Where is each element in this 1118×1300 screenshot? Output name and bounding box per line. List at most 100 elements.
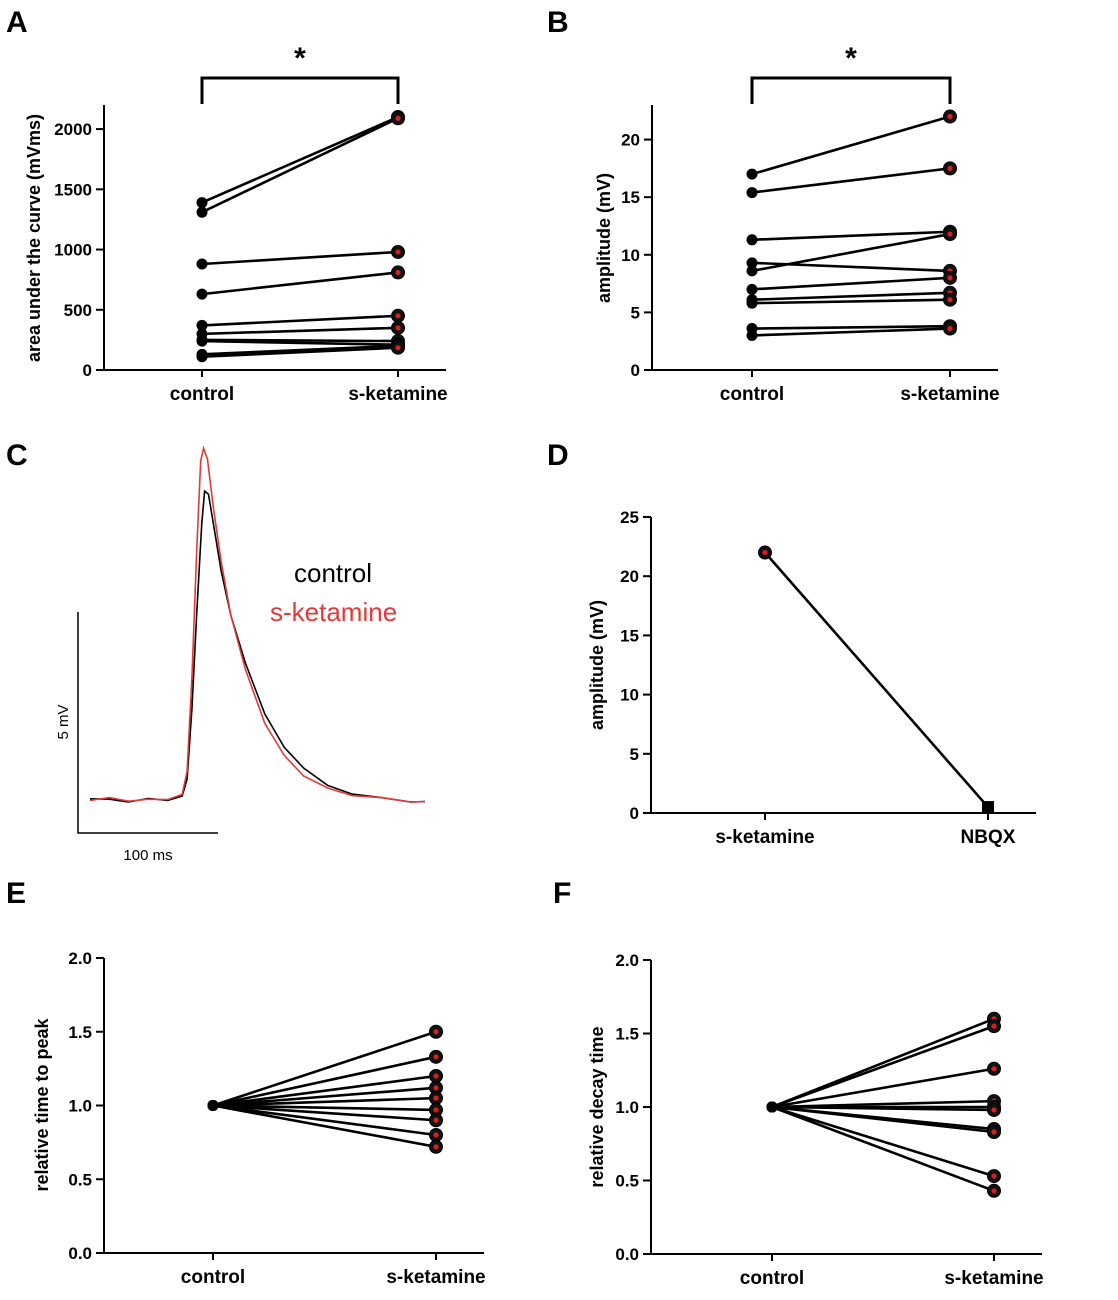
panel-b-point-control: [746, 297, 758, 309]
panel-d-y-tick-label: 20: [620, 567, 639, 586]
panel-f-y-tick-label: 1.5: [615, 1025, 639, 1044]
panel-e-pair-line: [212, 1074, 437, 1107]
panel-e-y-tick-label: 1.0: [68, 1097, 92, 1116]
panel-b-point-control: [746, 265, 758, 277]
panel-label-e: E: [6, 877, 26, 910]
panel-f-point-s-ketamine-dot: [991, 1066, 997, 1072]
panel-b-point-s-ketamine-dot: [947, 325, 953, 332]
panel-b-point-control: [746, 283, 758, 295]
panel-f-point-s-ketamine-dot: [991, 1129, 997, 1135]
trace-s-ketamine: [89, 445, 426, 803]
panel-b-pair-line: [751, 276, 951, 291]
panel-e-point-s-ketamine-dot: [433, 1132, 439, 1138]
panel-b-pair-line: [751, 167, 951, 194]
panel-a-point-control: [196, 319, 208, 331]
panel-b-y-tick-label: 10: [621, 246, 640, 265]
panel-a-pair-line: [201, 314, 399, 327]
panel-a-significance-star: *: [294, 42, 306, 75]
panel-a-pair-line: [201, 117, 399, 214]
panel-d-point-s-ketamine-dot: [762, 549, 768, 556]
panel-e-pair-line: [212, 1104, 437, 1149]
panel-b-y-tick-label: 15: [621, 188, 640, 207]
panel-f-point-s-ketamine-dot: [991, 1173, 997, 1179]
panel-e-y-axis-title: relative time to peak: [32, 1017, 52, 1191]
panel-label-f: F: [553, 877, 571, 910]
panel-d-y-tick-label: 5: [630, 745, 639, 764]
panel-d-y-axis-title: amplitude (mV): [587, 600, 607, 730]
panel-e-pair-line: [212, 1055, 437, 1107]
panel-a-y-tick-label: 500: [64, 301, 92, 320]
panel-f-pair-line: [771, 1024, 995, 1109]
panel-a-category-label: control: [170, 384, 234, 405]
panel-e-chart: 0.0 0.5 1.0 1.5 2.0 control s-ketamine relative…: [32, 949, 486, 1288]
panel-f-pair-line: [771, 1105, 995, 1178]
panel-e-y-tick-label: 1.5: [68, 1023, 92, 1042]
panel-b-point-control: [746, 257, 758, 269]
panel-b-y-tick-label: 5: [631, 303, 640, 322]
panel-b-pair-line: [751, 261, 951, 273]
panel-e-point-control: [207, 1100, 219, 1111]
panel-a-y-tick-label: 2000: [54, 120, 92, 139]
panel-e-y-tick-label: 2.0: [68, 949, 92, 968]
panel-e-point-s-ketamine-dot: [433, 1073, 439, 1079]
panel-f-pair-line: [771, 1105, 995, 1112]
panel-b-significance-bracket: [750, 76, 952, 104]
panel-f-category-label: control: [740, 1268, 804, 1289]
panel-e-pair-line: [212, 1030, 437, 1107]
panel-d-y-tick-label: 15: [620, 626, 639, 645]
panel-a-pair-line: [201, 250, 399, 266]
panel-label-c: C: [6, 439, 28, 472]
panel-f-category-label: s-ketamine: [944, 1268, 1043, 1289]
panel-a-pair-line: [201, 271, 399, 296]
panel-b-pair-line: [751, 327, 951, 337]
panel-f-point-s-ketamine-dot: [991, 1107, 997, 1113]
panel-f-point-s-ketamine-dot: [991, 1188, 997, 1194]
panel-a-significance-bracket: [200, 76, 400, 104]
panel-a-point-s-ketamine-dot: [395, 345, 401, 351]
panel-a-y-tick-label: 0: [83, 361, 92, 380]
panel-label-a: A: [6, 6, 28, 39]
panel-label-b: B: [547, 6, 569, 39]
panel-a-category-label: s-ketamine: [348, 384, 447, 405]
panel-a-point-s-ketamine-dot: [395, 249, 401, 255]
trace-control: [89, 489, 426, 803]
panel-a-point-control: [196, 288, 208, 300]
panel-e-pair-line: [212, 1104, 437, 1122]
panel-f-y-tick-label: 2.0: [615, 951, 639, 970]
panel-b-point-s-ketamine-dot: [947, 165, 953, 171]
panel-b-point-s-ketamine-dot: [947, 297, 953, 303]
panel-e-category-label: s-ketamine: [386, 1267, 485, 1288]
panel-b-point-control: [746, 168, 758, 180]
panel-d-y-tick-label: 0: [630, 804, 639, 823]
panel-e-point-s-ketamine-dot: [433, 1054, 439, 1060]
panel-a-y-axis-title: area under the curve (mVms): [24, 114, 44, 362]
panel-a-pair-line: [201, 326, 399, 336]
panel-e-y-tick-label: 0.0: [68, 1244, 92, 1263]
panel-f-pair-line: [771, 1105, 995, 1134]
panel-d-chart: 0 5 10 15 20 25 s-ketamine NBQX amplitude (mV): [587, 508, 1036, 848]
panel-a-chart: 0 500 1000 1500 2000 control s-ketamine area un…: [24, 42, 448, 405]
panel-f-y-tick-label: 1.0: [615, 1098, 639, 1117]
panel-e-pair-line: [212, 1086, 437, 1107]
panel-b-point-s-ketamine-dot: [947, 275, 953, 281]
legend-s-ketamine: s-ketamine: [270, 597, 397, 627]
scale-bar-y-label: 5 mV: [55, 704, 72, 739]
panel-a-y-tick-label: 1000: [54, 241, 92, 260]
panel-a-point-control: [196, 258, 208, 270]
panel-a-pair-line: [201, 115, 399, 204]
panel-d-pair-line: [764, 551, 989, 808]
panel-a-point-s-ketamine-dot: [395, 115, 401, 121]
panel-a-point-s-ketamine-dot: [395, 269, 401, 276]
panel-b-pair-line: [751, 298, 951, 305]
panel-b-chart: 0 5 10 15 20 control s-ketamine amplitude (mV) *: [594, 42, 1000, 405]
panel-f-y-tick-label: 0.5: [615, 1172, 639, 1191]
panel-b-pair-line: [751, 230, 951, 242]
panel-d-category-label: NBQX: [961, 827, 1016, 848]
panel-a-point-s-ketamine-dot: [395, 325, 401, 331]
panel-f-point-control: [766, 1101, 778, 1113]
panel-e-point-s-ketamine-dot: [433, 1029, 439, 1035]
panel-b-pair-line: [751, 324, 951, 330]
panel-e-pair-line: [212, 1096, 437, 1107]
panel-b-y-axis-title: amplitude (mV): [594, 173, 614, 303]
